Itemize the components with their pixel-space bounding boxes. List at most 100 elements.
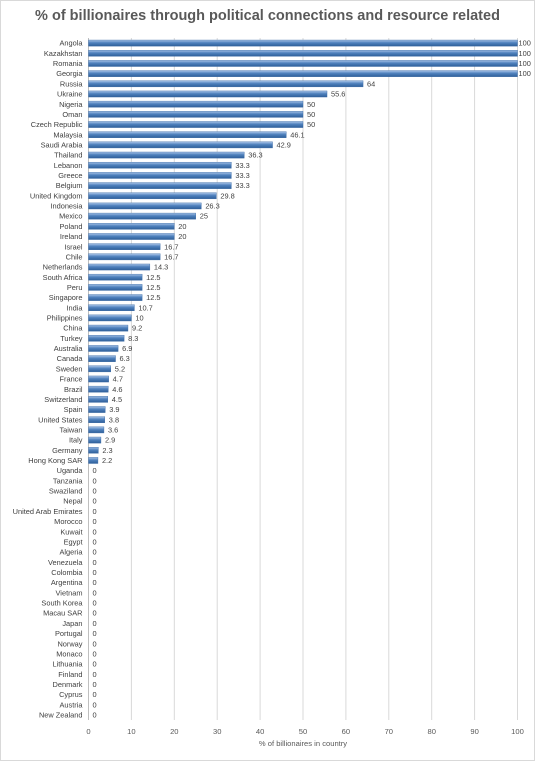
value-label: 4.6 — [112, 385, 122, 394]
x-tick-label: 100 — [511, 727, 524, 736]
category-label: Singapore — [49, 293, 83, 302]
category-label: Turkey — [60, 334, 83, 343]
value-label: 25 — [200, 212, 208, 221]
value-label: 0 — [93, 497, 97, 506]
value-label: 0 — [93, 639, 97, 648]
bar — [88, 304, 135, 311]
value-label: 0 — [93, 700, 97, 709]
bar — [88, 314, 132, 322]
bar — [88, 70, 518, 77]
x-tick-label: 30 — [213, 727, 221, 736]
value-label: 0 — [93, 649, 97, 658]
bar — [88, 457, 99, 464]
category-label: New Zealand — [39, 711, 83, 720]
category-label: Venezuela — [48, 558, 83, 567]
category-label: Poland — [59, 222, 82, 231]
value-label: 14.3 — [154, 263, 168, 272]
category-label: Kazakhstan — [44, 49, 83, 58]
value-label: 55.6 — [331, 90, 345, 99]
value-label: 12.5 — [146, 283, 160, 292]
value-label: 8.3 — [128, 334, 138, 343]
x-tick-label: 20 — [170, 727, 178, 736]
bar — [88, 253, 161, 261]
category-label: Nigeria — [59, 100, 83, 109]
value-label: 0 — [93, 507, 97, 516]
category-label: United States — [38, 415, 83, 424]
value-label: 0 — [93, 599, 97, 608]
category-label: Ukraine — [57, 90, 82, 99]
bar — [88, 243, 161, 250]
bar — [88, 111, 304, 118]
category-label: South Korea — [41, 599, 83, 608]
category-label: Oman — [62, 110, 82, 119]
bar — [88, 182, 232, 189]
value-label: 5.2 — [115, 364, 125, 373]
category-label: Cyprus — [59, 690, 83, 699]
category-label: United Arab Emirates — [13, 507, 83, 516]
category-label: India — [66, 303, 83, 312]
category-label: Peru — [67, 283, 83, 292]
category-label: Chile — [66, 252, 83, 261]
bar — [88, 90, 328, 98]
category-label: Hong Kong SAR — [28, 456, 82, 465]
category-label: Brazil — [64, 385, 83, 394]
bar — [88, 335, 125, 342]
value-label: 4.7 — [113, 375, 123, 384]
value-label: 0 — [93, 588, 97, 597]
category-label: Sweden — [56, 364, 83, 373]
value-label: 0 — [93, 476, 97, 485]
category-label: Ireland — [60, 232, 83, 241]
bars — [88, 39, 518, 464]
value-label: 33.3 — [235, 171, 249, 180]
x-tick-label: 0 — [86, 727, 90, 736]
category-label: Indonesia — [50, 202, 83, 211]
category-label: Mexico — [59, 212, 82, 221]
value-label: 2.3 — [102, 446, 112, 455]
value-label: 0 — [93, 517, 97, 526]
category-label: Denmark — [53, 680, 83, 689]
category-label: Czech Republic — [31, 120, 83, 129]
bar — [88, 202, 202, 210]
category-label: Lithuania — [53, 660, 84, 669]
bar — [88, 365, 112, 373]
value-label: 12.5 — [146, 273, 160, 282]
category-label: Monaco — [56, 649, 82, 658]
bar — [88, 131, 287, 138]
value-label: 20 — [178, 232, 186, 241]
category-label: Kuwait — [60, 527, 82, 536]
category-label: Colombia — [51, 568, 83, 577]
category-label: Netherlands — [43, 263, 83, 272]
bar — [88, 273, 143, 281]
bar — [88, 447, 99, 454]
bar — [88, 121, 304, 128]
value-label: 0 — [93, 568, 97, 577]
category-label: United Kingdom — [30, 191, 83, 200]
category-label: Belgium — [56, 181, 83, 190]
value-label: 33.3 — [235, 181, 249, 190]
category-label: Canada — [57, 354, 84, 363]
gridlines — [88, 38, 518, 720]
value-label: 100 — [519, 49, 531, 58]
category-label: Switzerland — [44, 395, 82, 404]
x-axis-label: % of billionaires in country — [258, 739, 348, 748]
category-label: Portugal — [55, 629, 83, 638]
category-label: Malaysia — [53, 130, 83, 139]
x-tick-label: 90 — [470, 727, 478, 736]
value-label: 0 — [93, 558, 97, 567]
value-label: 6.3 — [120, 354, 130, 363]
category-label: Nepal — [63, 497, 83, 506]
value-label: 0 — [93, 619, 97, 628]
category-label: Germany — [52, 446, 83, 455]
category-label: Norway — [57, 639, 82, 648]
bar — [88, 426, 105, 434]
value-label: 100 — [519, 59, 531, 68]
value-label: 2.2 — [102, 456, 112, 465]
category-label: Italy — [69, 436, 83, 445]
category-label: Tanzania — [53, 476, 83, 485]
category-label: Romania — [53, 59, 83, 68]
x-tick-label: 40 — [256, 727, 264, 736]
category-label: Morocco — [54, 517, 82, 526]
value-label: 16.7 — [164, 242, 178, 251]
value-label: 0 — [93, 527, 97, 536]
